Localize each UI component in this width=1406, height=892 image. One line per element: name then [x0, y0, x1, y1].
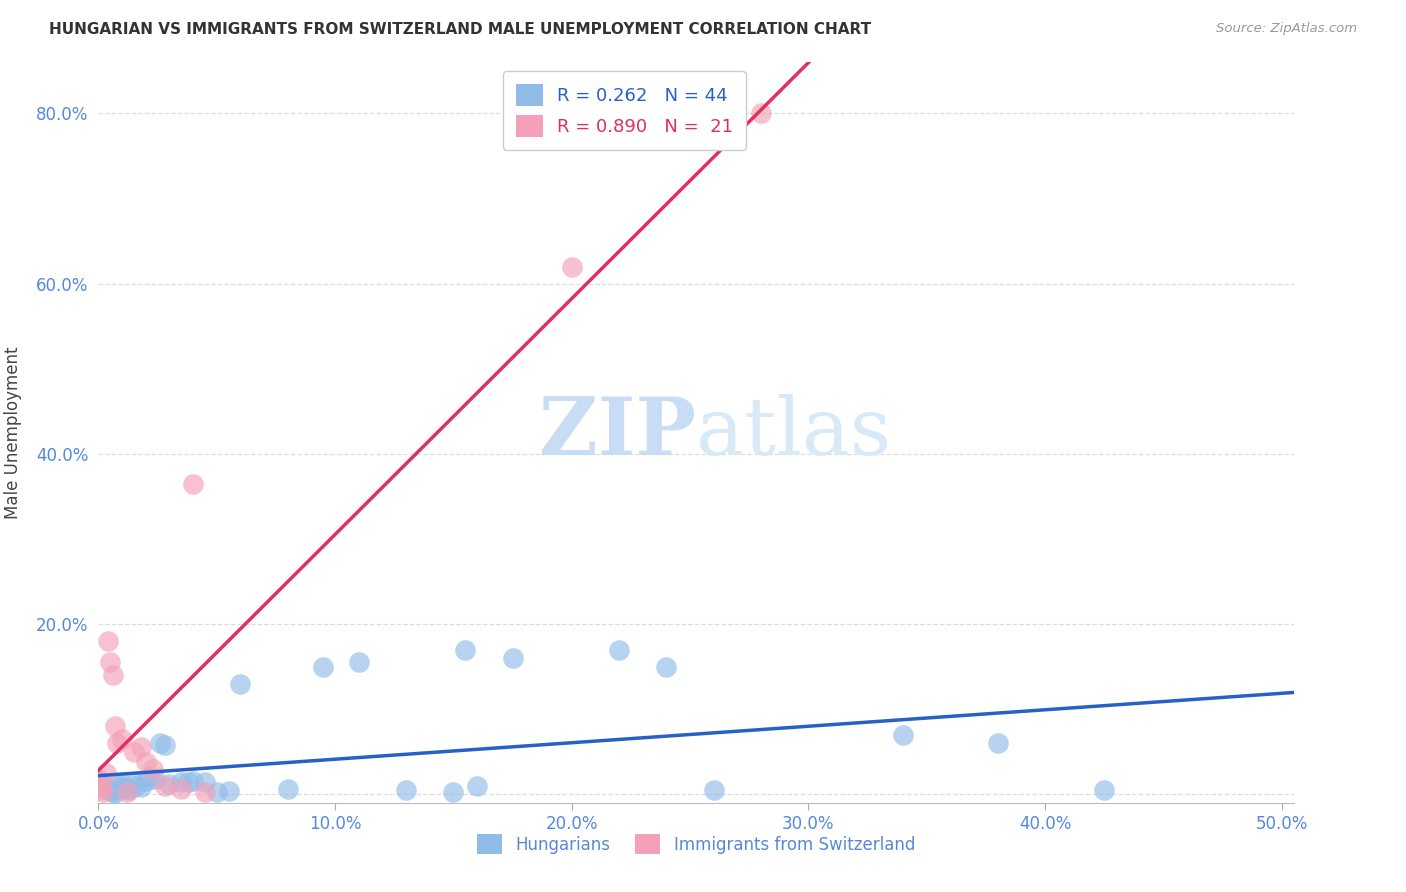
Point [90, 780, 112, 795]
Point [561, 260, 583, 274]
Point [987, 736, 1010, 750]
Point [129, 740, 152, 755]
Point [115, 782, 138, 797]
Point [229, 676, 252, 690]
Point [94, 781, 117, 796]
Point [118, 783, 141, 797]
Point [177, 774, 200, 789]
Point [502, 651, 524, 665]
Y-axis label: Male Unemployment: Male Unemployment [4, 346, 22, 519]
Point [105, 736, 128, 750]
Point [135, 773, 157, 788]
Point [91, 785, 114, 799]
Point [104, 786, 127, 800]
Point [129, 780, 152, 794]
Point [395, 783, 418, 797]
Point [749, 106, 772, 120]
Point [465, 779, 488, 793]
Point [891, 728, 914, 742]
Text: ZIP: ZIP [538, 393, 696, 472]
Text: Source: ZipAtlas.com: Source: ZipAtlas.com [1216, 22, 1357, 36]
Point [115, 785, 138, 799]
Point [94, 766, 117, 780]
Point [90, 775, 112, 789]
Point [111, 731, 134, 746]
Point [111, 776, 134, 790]
Point [135, 755, 157, 769]
Point [170, 775, 193, 789]
Point [97, 783, 120, 797]
Point [655, 659, 678, 673]
Point [347, 656, 370, 670]
Point [104, 719, 127, 733]
Point [153, 779, 176, 793]
Point [87, 772, 110, 786]
Text: atlas: atlas [696, 393, 891, 472]
Point [101, 668, 124, 682]
Point [157, 777, 180, 791]
Point [114, 780, 136, 794]
Point [101, 785, 124, 799]
Point [181, 773, 204, 788]
Point [139, 770, 162, 784]
Point [98, 784, 121, 798]
Point [181, 476, 204, 491]
Legend: Hungarians, Immigrants from Switzerland: Hungarians, Immigrants from Switzerland [470, 828, 922, 861]
Point [703, 783, 725, 797]
Point [205, 785, 228, 799]
Point [122, 776, 145, 790]
Point [142, 762, 165, 776]
Point [97, 634, 120, 648]
Point [1092, 783, 1115, 797]
Point [105, 777, 128, 791]
Point [87, 783, 110, 797]
Text: HUNGARIAN VS IMMIGRANTS FROM SWITZERLAND MALE UNEMPLOYMENT CORRELATION CHART: HUNGARIAN VS IMMIGRANTS FROM SWITZERLAND… [49, 22, 872, 37]
Point [194, 774, 217, 789]
Point [125, 779, 148, 793]
Point [607, 642, 630, 657]
Point [91, 779, 114, 793]
Point [149, 736, 172, 750]
Point [277, 782, 299, 797]
Point [122, 745, 145, 759]
Point [454, 642, 477, 657]
Point [441, 785, 464, 799]
Point [98, 656, 121, 670]
Point [153, 738, 176, 752]
Point [108, 782, 131, 797]
Point [218, 784, 240, 798]
Point [143, 772, 166, 786]
Point [312, 659, 335, 673]
Point [170, 782, 193, 797]
Point [194, 785, 217, 799]
